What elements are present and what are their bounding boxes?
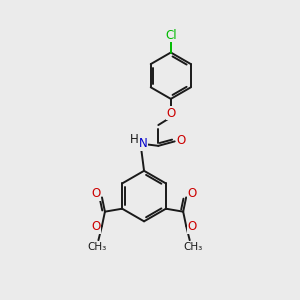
Text: N: N: [139, 137, 148, 150]
Text: O: O: [92, 220, 100, 233]
Text: O: O: [188, 187, 197, 200]
Text: O: O: [177, 134, 186, 147]
Text: H: H: [130, 133, 139, 146]
Text: CH₃: CH₃: [183, 242, 202, 252]
Text: O: O: [92, 187, 100, 200]
Text: O: O: [166, 106, 176, 120]
Text: Cl: Cl: [165, 29, 177, 42]
Text: CH₃: CH₃: [87, 242, 106, 252]
Text: O: O: [188, 220, 197, 233]
